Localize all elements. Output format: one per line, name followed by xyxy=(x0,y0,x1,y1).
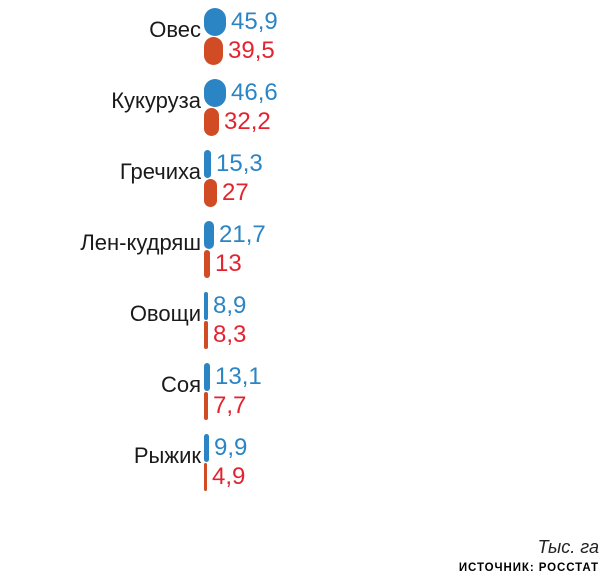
blue-value-label: 9,9 xyxy=(214,434,248,461)
red-value-label: 4,9 xyxy=(212,463,246,490)
red-pill-marker xyxy=(204,250,210,278)
chart-row-len-kudryash: Лен-кудряш 21,7 13 xyxy=(0,221,605,278)
blue-pill-marker xyxy=(204,221,214,249)
red-pill-marker xyxy=(204,179,217,207)
chart-row-soya: Соя 13,1 7,7 xyxy=(0,363,605,420)
red-value-label: 32,2 xyxy=(224,108,271,135)
chart-row-oves: Овес 45,9 39,5 xyxy=(0,8,605,65)
blue-value-label: 21,7 xyxy=(219,221,266,248)
category-label: Соя xyxy=(160,371,201,397)
category-label: Гречиха xyxy=(119,158,201,184)
red-value-label: 13 xyxy=(215,250,242,277)
category-label: Лен-кудряш xyxy=(80,229,201,255)
chart-row-ovoschi: Овощи 8,9 8,3 xyxy=(0,292,605,349)
blue-value-label: 8,9 xyxy=(213,292,247,319)
category-label: Овес xyxy=(149,16,201,42)
chart-footer: Тыс. га ИСТОЧНИК: РОССТАТ xyxy=(459,537,599,574)
units-label: Тыс. га xyxy=(537,537,599,557)
red-pill-marker xyxy=(204,37,223,65)
blue-value-label: 13,1 xyxy=(215,363,262,390)
chart-row-kukuruza: Кукуруза 46,6 32,2 xyxy=(0,79,605,136)
blue-value-label: 15,3 xyxy=(216,150,263,177)
category-label: Кукуруза xyxy=(111,87,201,113)
red-pill-marker xyxy=(204,108,219,136)
red-value-label: 7,7 xyxy=(213,392,247,419)
red-pill-marker xyxy=(204,321,208,349)
blue-pill-marker xyxy=(204,79,226,107)
blue-pill-marker xyxy=(204,363,210,391)
chart-row-ryzhik: Рыжик 9,9 4,9 xyxy=(0,434,605,491)
chart-row-grechiha: Гречиха 15,3 27 xyxy=(0,150,605,207)
blue-pill-marker xyxy=(204,292,208,320)
blue-value-label: 46,6 xyxy=(231,79,278,106)
chart-rows: Овес 45,9 39,5 Кукуруза 46,6 xyxy=(0,8,605,491)
red-pill-marker xyxy=(204,392,208,420)
blue-value-label: 45,9 xyxy=(231,8,278,35)
red-value-label: 27 xyxy=(222,179,249,206)
category-label: Рыжик xyxy=(133,442,201,468)
category-label: Овощи xyxy=(129,300,201,326)
blue-pill-marker xyxy=(204,150,211,178)
red-value-label: 39,5 xyxy=(228,37,275,64)
red-value-label: 8,3 xyxy=(213,321,247,348)
source-label: ИСТОЧНИК: РОССТАТ xyxy=(458,562,599,574)
blue-pill-marker xyxy=(204,8,226,36)
red-pill-marker xyxy=(204,463,207,491)
blue-pill-marker xyxy=(204,434,209,462)
